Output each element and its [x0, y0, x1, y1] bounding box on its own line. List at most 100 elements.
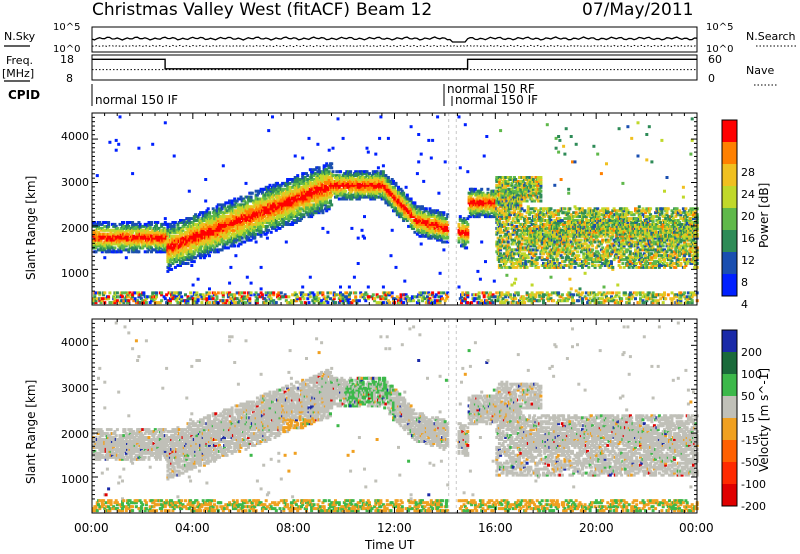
- freq-unit-label: [MHz]: [2, 67, 34, 80]
- range-gate-cell: [246, 276, 249, 279]
- range-gate-cell: [137, 147, 140, 150]
- range-gate-cell: [233, 244, 236, 247]
- range-gate-cell: [334, 301, 337, 304]
- range-gate-cell: [119, 115, 122, 118]
- range-gate-cell: [164, 121, 167, 124]
- range-gate-cell: [205, 297, 208, 300]
- range-gate-cell: [229, 266, 232, 269]
- range-gate-cell: [179, 291, 182, 294]
- freq-label: Freq.: [6, 54, 33, 67]
- range-gate-cell: [208, 287, 211, 290]
- range-gate-cell: [271, 115, 274, 118]
- range-gate-cell: [195, 291, 198, 294]
- range-gate-cell: [260, 266, 263, 269]
- range-gate-cell: [267, 129, 270, 132]
- range-gate-cell: [192, 284, 195, 287]
- range-gate-cell: [275, 301, 278, 304]
- range-gate-cell: [107, 221, 110, 224]
- range-gate-cell: [250, 282, 253, 285]
- range-gate-cell: [132, 223, 135, 226]
- range-gate-cell: [204, 200, 207, 203]
- nsearch-label: N.Search: [746, 30, 796, 43]
- range-gate-cell: [243, 241, 246, 244]
- cpid-panel: CPID normal 150 IF normal 150 RF normal …: [8, 82, 538, 107]
- freq-tick-top: 18: [60, 53, 74, 66]
- range-gate-cell: [255, 241, 258, 244]
- range-gate-cell: [142, 291, 145, 294]
- range-gate-cell: [183, 219, 186, 222]
- range-gate-cell: [164, 297, 167, 300]
- range-gate-cell: [245, 182, 248, 185]
- range-gate-cell: [339, 286, 342, 289]
- range-gate-cell: [216, 295, 219, 298]
- range-gate-cell: [265, 299, 268, 302]
- range-gate-cell: [287, 295, 290, 298]
- range-gate-cell: [303, 297, 306, 300]
- range-gate-cell: [145, 301, 148, 304]
- range-gate-cell: [266, 237, 269, 240]
- date-title: 07/May/2011: [582, 0, 694, 20]
- range-gate-cell: [208, 211, 211, 214]
- range-gate-cell: [321, 227, 324, 230]
- range-gate-cell: [208, 301, 211, 304]
- range-gate-cell: [342, 137, 345, 140]
- range-gate-cell: [294, 155, 297, 158]
- range-gate-cell: [316, 143, 319, 146]
- range-gate-cell: [251, 192, 254, 195]
- range-gate-cell: [173, 155, 176, 158]
- range-gate-cell: [337, 117, 340, 120]
- range-gate-cell: [328, 149, 331, 152]
- range-gate-cell: [296, 174, 299, 177]
- nsky-series: [92, 37, 697, 42]
- range-gate-cell: [116, 291, 119, 294]
- range-gate-cell: [103, 221, 106, 224]
- nsky-label: N.Sky: [4, 30, 36, 43]
- range-gate-cell: [326, 295, 329, 298]
- range-gate-cell: [103, 256, 106, 259]
- range-gate-cell: [190, 264, 193, 267]
- range-gate-cell: [139, 301, 142, 304]
- nsearch-series: [92, 45, 697, 46]
- range-gate-cell: [115, 139, 118, 142]
- range-gate-cell: [150, 221, 153, 224]
- nave-tick-top: 60: [708, 53, 722, 66]
- range-gate-cell: [250, 196, 253, 199]
- range-gate-cell: [126, 221, 129, 224]
- range-gate-cell: [279, 227, 282, 230]
- range-gate-cell: [131, 172, 134, 175]
- range-gate-cell: [222, 291, 225, 294]
- range-gate-cell: [250, 291, 253, 294]
- range-gate-cell: [234, 254, 237, 257]
- range-gate-cell: [160, 291, 163, 294]
- range-gate-cell: [193, 260, 196, 263]
- range-gate-cell: [176, 264, 179, 267]
- range-gate-cell: [272, 291, 275, 294]
- range-gate-cell: [103, 225, 106, 228]
- range-gate-cell: [228, 282, 231, 285]
- range-gate-cell: [330, 166, 333, 169]
- freq-tick-bottom: 8: [66, 72, 73, 85]
- range-gate-cell: [329, 200, 332, 203]
- range-gate-cell: [108, 141, 111, 144]
- range-gate-cell: [280, 291, 283, 294]
- range-gate-cell: [164, 217, 167, 220]
- range-gate-cell: [113, 246, 116, 249]
- range-gate-cell: [208, 254, 211, 257]
- range-gate-cell: [116, 227, 119, 230]
- range-gate-cell: [183, 262, 186, 265]
- range-gate-cell: [160, 299, 163, 302]
- range-gate-cell: [125, 256, 128, 259]
- range-gate-cell: [261, 293, 264, 296]
- range-gate-cell: [212, 297, 215, 300]
- range-gate-cell: [110, 301, 113, 304]
- range-gate-cell: [108, 291, 111, 294]
- nsky-panel: N.Sky 10^5 10^0 10^5 10^0 N.Search: [4, 22, 796, 55]
- range-gate-cell: [308, 137, 311, 140]
- range-gate-cell: [197, 278, 200, 281]
- range-gate-cell: [200, 301, 203, 304]
- power-heatmap: [92, 113, 699, 305]
- range-gate-cell: [120, 250, 123, 253]
- range-gate-cell: [217, 291, 220, 294]
- range-gate-cell: [330, 162, 333, 165]
- range-gate-cell: [332, 170, 335, 173]
